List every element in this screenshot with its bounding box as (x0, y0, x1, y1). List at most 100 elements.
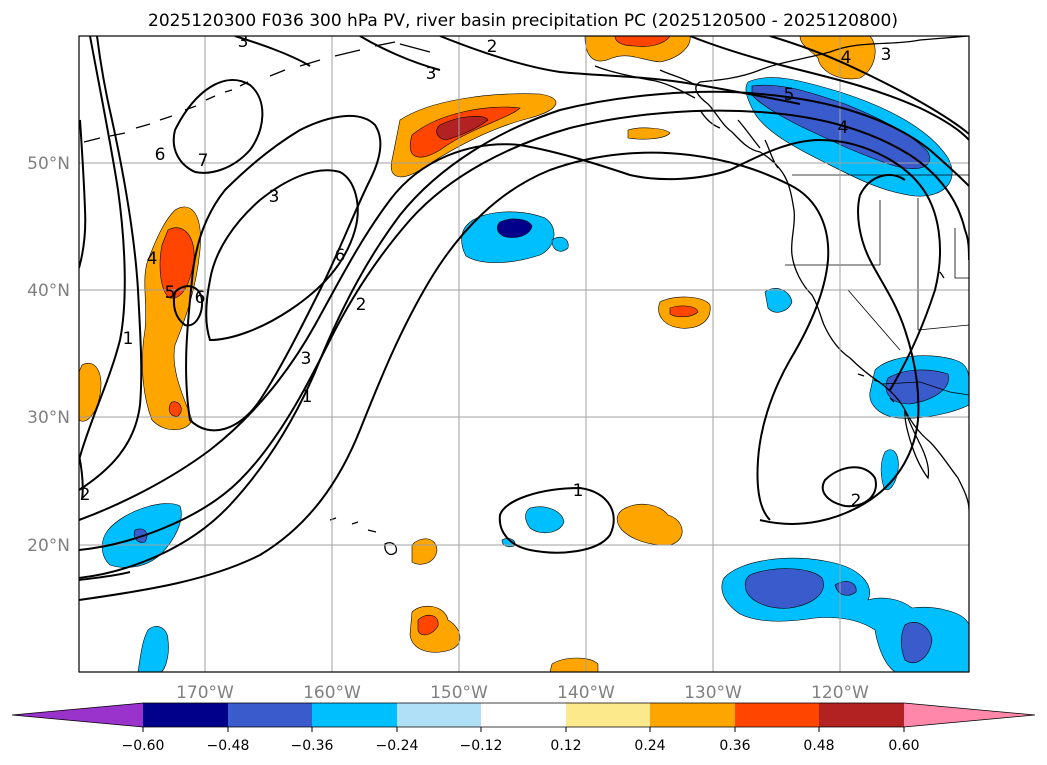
shade-red (417, 614, 439, 636)
lon-label: 150°W (430, 683, 488, 703)
contour-label: 1 (573, 481, 584, 501)
contour-label: 4 (841, 48, 852, 68)
shade-blue (551, 236, 569, 252)
pv-contour-17 (234, 36, 311, 67)
pv-contour-8 (172, 79, 264, 174)
colorbar-segment (650, 703, 735, 727)
figure-title: 2025120300 F036 300 hPa PV, river basin … (148, 11, 898, 31)
colorbar-segment (228, 703, 312, 727)
colorbar-segment (143, 703, 228, 727)
state-lines (785, 198, 969, 351)
contour-label: 3 (238, 32, 249, 52)
shade-medblue (900, 621, 933, 664)
shade-red (159, 227, 195, 299)
lat-label: 30°N (27, 408, 70, 428)
contour-label: 5 (165, 283, 176, 303)
pv-contour-10 (759, 174, 920, 525)
contour-label: 4 (147, 249, 158, 269)
pv-contour-19 (79, 571, 131, 581)
colorbar-tick-label: −0.60 (122, 738, 165, 754)
shade-medblue (744, 568, 824, 609)
contour-label: 6 (195, 288, 206, 308)
lon-label: 170°W (176, 683, 234, 703)
colorbar-under-arrow (12, 703, 143, 727)
contour-label: 3 (426, 64, 437, 84)
shade-red (614, 36, 671, 47)
lon-label: 130°W (684, 683, 742, 703)
pv-contour-3 (79, 90, 969, 579)
colorbar-segment (819, 703, 904, 727)
contour-label: 1 (302, 387, 313, 407)
shade-darkblue (497, 218, 533, 238)
canada-islands (737, 119, 779, 169)
pv-contour-18 (79, 119, 87, 269)
colorbar-tick-label: −0.36 (291, 738, 334, 754)
colorbar-tick-label: 0.12 (550, 738, 581, 754)
colorbar-tick-label: −0.48 (207, 738, 250, 754)
gridlines (79, 36, 969, 672)
pv-contour-7 (205, 169, 359, 342)
contour-label: 3 (301, 349, 312, 369)
shade-blue (525, 506, 565, 534)
colorbar-tick-label: 0.36 (719, 738, 750, 754)
colorbar-tick-label: 0.60 (888, 738, 919, 754)
colorbar-tick-label: −0.24 (376, 738, 419, 754)
lon-label: 160°W (303, 683, 361, 703)
lat-label: 20°N (27, 536, 70, 556)
contour-label: 1 (123, 329, 134, 349)
lat-label: 40°N (27, 281, 70, 301)
small-islands (857, 271, 945, 403)
pv-contours (79, 36, 969, 601)
map-area: 2 3 3 4 3 5 6 7 3 6 4 5 6 1 2 3 1 2 1 2 … (79, 32, 969, 672)
colorbar-segment (566, 703, 650, 727)
pv-contour-6 (185, 114, 382, 432)
colorbar-segment (481, 703, 566, 727)
contour-labels: 2 3 3 4 3 5 6 7 3 6 4 5 6 1 2 3 1 2 1 2 … (80, 32, 892, 511)
colorbar: −0.60 −0.48 −0.36 −0.24 −0.12 0.12 0.24 … (11, 702, 1036, 754)
lat-label: 50°N (27, 154, 70, 174)
us-mexico-border (881, 381, 969, 396)
contour-label: 3 (881, 45, 892, 65)
hawaii (329, 517, 398, 556)
pv-contour-11 (821, 466, 877, 508)
colorbar-over-arrow (904, 703, 1035, 727)
shade-blue (764, 288, 793, 313)
shade-orange (390, 93, 557, 178)
colorbar-tick-label: −0.12 (460, 738, 503, 754)
shade-darkred (436, 116, 489, 141)
map-frame (78, 35, 970, 673)
pv-contour-2 (79, 36, 143, 491)
latitude-labels: 50°N 40°N 30°N 20°N (27, 154, 70, 556)
contour-label: 2 (851, 491, 862, 511)
contour-label: 6 (335, 246, 346, 266)
colorbar-tick-label: 0.48 (803, 738, 834, 754)
contour-label: 2 (487, 37, 498, 57)
longitude-labels: 170°W 160°W 150°W 140°W 130°W 120°W (176, 683, 869, 703)
shade-medblue (751, 84, 930, 169)
pv-contour-15 (439, 36, 801, 105)
shade-red (168, 401, 182, 417)
contour-label: 3 (269, 187, 280, 207)
political-borders (785, 174, 969, 396)
contour-label: 6 (155, 145, 166, 165)
pv-contour-1 (79, 36, 126, 461)
pv-contour-21 (172, 285, 204, 327)
colorbar-segment (735, 703, 819, 727)
lon-label: 140°W (557, 683, 615, 703)
pv-contour-20 (79, 454, 84, 501)
colorbar-segment (312, 703, 397, 727)
contour-label: 2 (356, 295, 367, 315)
shade-orange (584, 36, 691, 63)
colorbar-tick-label: 0.24 (634, 738, 665, 754)
pv-contour-13 (769, 36, 969, 135)
pv-contour-5 (79, 138, 941, 521)
contour-label: 4 (838, 118, 849, 138)
pv-contour-12 (498, 486, 615, 554)
shade-orange (79, 363, 102, 422)
pv-contour-16 (359, 36, 441, 71)
pv-contour-14 (689, 36, 969, 141)
shade-blue (137, 626, 169, 672)
pv-contour-9 (79, 151, 830, 601)
lon-label: 120°W (811, 683, 869, 703)
